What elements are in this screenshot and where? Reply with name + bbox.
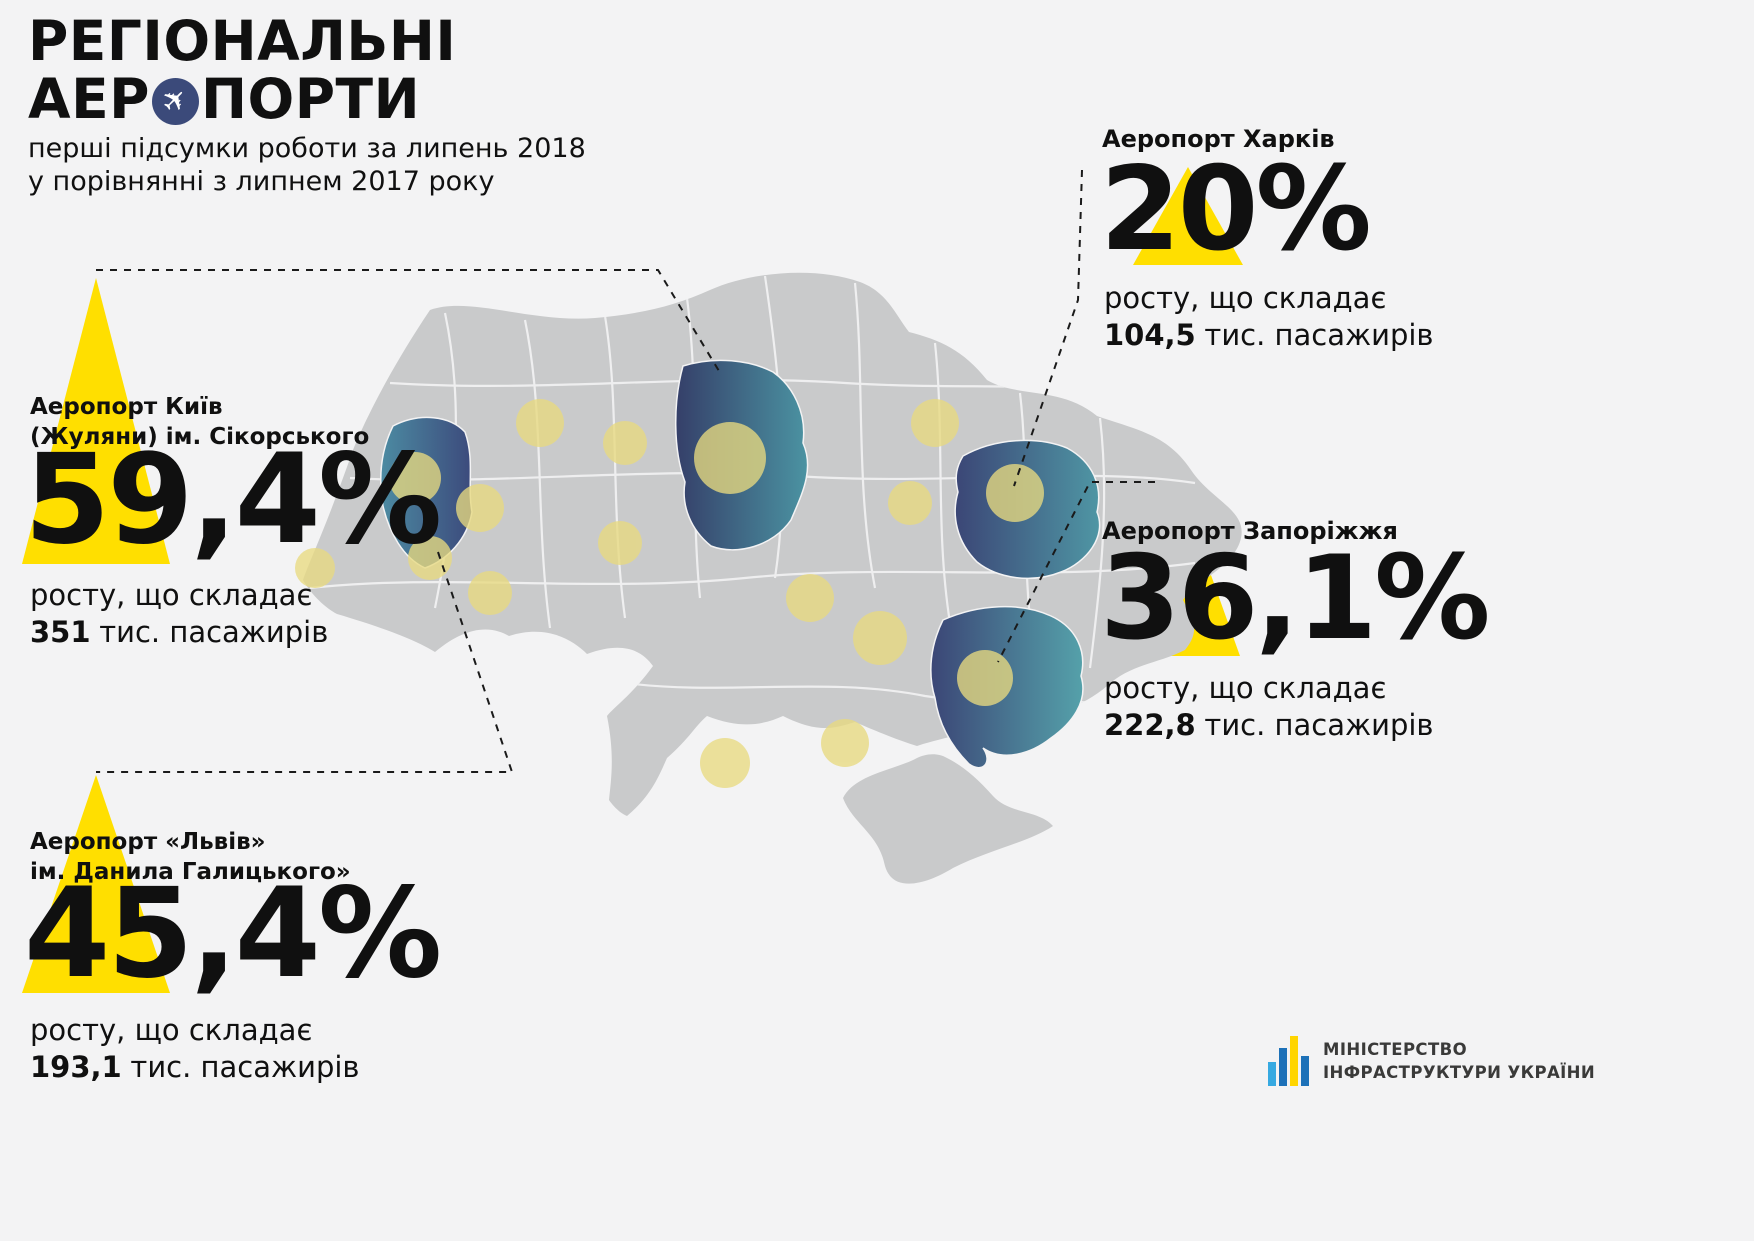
airport-dot-lviv: [389, 452, 441, 504]
growth-caption-lviv: росту, що складає: [30, 1013, 313, 1047]
airport-dot: [516, 399, 564, 447]
ministry-logo-text: МІНІСТЕРСТВО ІНФРАСТРУКТУРИ УКРАЇНИ: [1323, 1038, 1595, 1084]
airport-name-kyiv-line2: (Жуляни) ім. Сікорського: [30, 424, 370, 451]
growth-value-kharkiv: 20%: [1100, 152, 1372, 268]
growth-unit-lviv: %: [317, 862, 442, 1006]
page-title: РЕГІОНАЛЬНІ АЕР ✈ ПОРТИ: [28, 12, 456, 129]
airport-dot: [821, 719, 869, 767]
airport-dot: [853, 611, 907, 665]
growth-unit-zaporizhzhia: %: [1374, 531, 1490, 666]
airport-dot-zaporizhzhia: [957, 650, 1013, 706]
passengers-lviv: 193,1 тис. пасажирів: [30, 1049, 360, 1086]
airport-name-lviv-line2: ім. Данила Галицького»: [30, 859, 351, 886]
growth-unit-kharkiv: %: [1255, 142, 1371, 277]
growth-detail-kharkiv: росту, що складає 104,5 тис. пасажирів: [1104, 280, 1434, 354]
passengers-kharkiv: 104,5 тис. пасажирів: [1104, 317, 1434, 354]
logo-bar-yellow: [1290, 1036, 1298, 1086]
passenger-suffix-zaporizhzhia: тис. пасажирів: [1204, 708, 1434, 743]
logo-bar-blue-light: [1268, 1062, 1276, 1086]
growth-caption-kyiv: росту, що складає: [30, 578, 313, 612]
title-text-2b: ПОРТИ: [200, 67, 421, 132]
ministry-logo: МІНІСТЕРСТВО ІНФРАСТРУКТУРИ УКРАЇНИ: [1268, 1036, 1595, 1086]
growth-value-lviv: 45,4%: [24, 872, 442, 996]
plane-icon: ✈: [153, 79, 197, 123]
growth-caption-zaporizhzhia: росту, що складає: [1104, 671, 1387, 705]
growth-number-kharkiv: 20: [1100, 142, 1258, 277]
passengers-zaporizhzhia: 222,8 тис. пасажирів: [1104, 707, 1434, 744]
subtitle-line-2: у порівнянні з липнем 2017 року: [28, 165, 495, 197]
airport-dot: [468, 571, 512, 615]
growth-value-zaporizhzhia: 36,1%: [1100, 541, 1490, 657]
subtitle-line-1: перші підсумки роботи за липень 2018: [28, 133, 586, 164]
airport-dot: [598, 521, 642, 565]
airport-name-kyiv-line1: Аеропорт Київ: [30, 394, 223, 420]
passenger-count-zaporizhzhia: 222,8: [1104, 708, 1196, 743]
airport-name-kharkiv-line1: Аеропорт Харків: [1102, 125, 1335, 153]
growth-caption-kharkiv: росту, що складає: [1104, 281, 1387, 315]
ministry-logo-bars-icon: [1268, 1036, 1309, 1086]
growth-value-kyiv: 59,4%: [24, 438, 442, 562]
passenger-count-kyiv: 351: [30, 615, 91, 650]
passenger-suffix-lviv: тис. пасажирів: [130, 1050, 360, 1085]
subtitle: перші підсумки роботи за липень 2018 у п…: [28, 133, 586, 199]
airport-dot: [888, 481, 932, 525]
airport-name-kharkiv: Аеропорт Харків: [1102, 124, 1335, 156]
airport-dot: [700, 738, 750, 788]
growth-detail-zaporizhzhia: росту, що складає 222,8 тис. пасажирів: [1104, 670, 1434, 744]
title-text-2a: АЕР: [28, 67, 150, 132]
airport-name-lviv: Аеропорт «Львів» ім. Данила Галицького»: [30, 827, 351, 888]
logo-bar-blue: [1279, 1048, 1287, 1086]
airport-dot: [603, 421, 647, 465]
title-line-2: АЕР ✈ ПОРТИ: [28, 67, 456, 132]
plane-badge: ✈: [151, 77, 199, 125]
growth-number-kyiv: 59,4: [24, 428, 321, 572]
airport-dot: [911, 399, 959, 447]
growth-detail-lviv: росту, що складає 193,1 тис. пасажирів: [30, 1012, 360, 1086]
crimea-peninsula: [843, 754, 1053, 884]
airport-name-lviv-line1: Аеропорт «Львів»: [30, 829, 266, 855]
passenger-suffix-kyiv: тис. пасажирів: [99, 615, 329, 650]
title-line-1: РЕГІОНАЛЬНІ: [28, 9, 457, 73]
growth-number-lviv: 45,4: [24, 862, 321, 1006]
airport-dot: [456, 484, 504, 532]
airport-name-kyiv: Аеропорт Київ (Жуляни) ім. Сікорського: [30, 392, 369, 453]
passengers-kyiv: 351 тис. пасажирів: [30, 614, 328, 651]
airport-dot-kharkiv: [986, 464, 1044, 522]
ministry-name-line2: ІНФРАСТРУКТУРИ УКРАЇНИ: [1323, 1063, 1596, 1082]
title-text-1: РЕГІОНАЛЬНІ: [28, 9, 457, 73]
passenger-count-kharkiv: 104,5: [1104, 318, 1196, 353]
growth-number-zaporizhzhia: 36,1: [1100, 531, 1377, 666]
growth-unit-kyiv: %: [317, 428, 442, 572]
logo-bar-blue-2: [1301, 1056, 1309, 1086]
ministry-name-line1: МІНІСТЕРСТВО: [1323, 1039, 1468, 1059]
growth-detail-kyiv: росту, що складає 351 тис. пасажирів: [30, 577, 328, 651]
passenger-count-lviv: 193,1: [30, 1050, 122, 1085]
airport-dot: [786, 574, 834, 622]
passenger-suffix-kharkiv: тис. пасажирів: [1204, 318, 1434, 353]
airport-dot-kyiv: [694, 422, 766, 494]
